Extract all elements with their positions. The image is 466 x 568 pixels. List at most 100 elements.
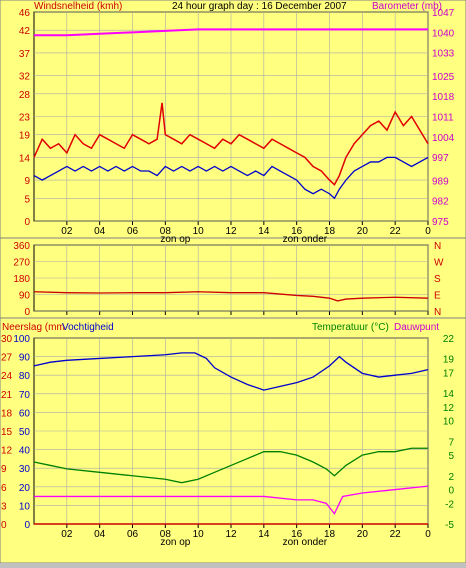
dewpoint-line bbox=[34, 485, 429, 515]
compass-label: S bbox=[434, 274, 441, 285]
rain-label: Neerslag (mm bbox=[2, 322, 65, 333]
barometer-axis-label: 982 bbox=[432, 197, 449, 208]
barometer-axis-label: 1018 bbox=[432, 92, 455, 103]
x-tick-label: 14 bbox=[258, 529, 270, 540]
x-tick-label: 06 bbox=[127, 226, 139, 237]
x-tick-label: 08 bbox=[160, 226, 172, 237]
rain-axis-label: 30 bbox=[1, 334, 13, 345]
humidity-axis-label: 60 bbox=[19, 408, 31, 419]
rain-axis-label: 15 bbox=[1, 427, 13, 438]
x-tick-label: 16 bbox=[291, 226, 303, 237]
humidity-axis-label: 20 bbox=[19, 483, 31, 494]
sunset-label: zon onder bbox=[283, 537, 328, 548]
wind-axis-label: 14 bbox=[19, 153, 31, 164]
humidity-axis-label: 0 bbox=[24, 520, 30, 531]
barometer-axis-label: 1047 bbox=[432, 8, 455, 19]
wind-axis-label: 9 bbox=[24, 176, 30, 187]
x-tick-label: 10 bbox=[193, 529, 205, 540]
x-tick-label: 22 bbox=[390, 226, 402, 237]
x-tick-label: 04 bbox=[94, 226, 106, 237]
humidity-axis-label: 30 bbox=[19, 464, 31, 475]
direction-axis-label: 360 bbox=[13, 241, 30, 252]
wind-gust-line bbox=[33, 102, 429, 186]
rain-axis-label: 27 bbox=[1, 353, 13, 364]
x-tick-label: 02 bbox=[61, 529, 73, 540]
temperature-axis-label: 10 bbox=[443, 417, 455, 428]
rain-axis-label: 12 bbox=[1, 446, 13, 457]
temperature-axis-label: 12 bbox=[443, 403, 455, 414]
x-tick-label: 10 bbox=[193, 226, 205, 237]
x-tick-label: 18 bbox=[324, 529, 336, 540]
right-title: Barometer (mb) bbox=[372, 1, 442, 12]
temperature-axis-label: 2 bbox=[448, 472, 454, 483]
rain-axis-label: 9 bbox=[1, 464, 7, 475]
direction-axis-label: 0 bbox=[24, 307, 30, 318]
wind-axis-label: 46 bbox=[19, 8, 31, 19]
temperature-axis-label: 0 bbox=[448, 486, 454, 497]
barometer-axis-label: 997 bbox=[432, 153, 449, 164]
wind-axis-label: 23 bbox=[19, 113, 31, 124]
wind-axis-label: 28 bbox=[19, 90, 31, 101]
wind-axis-label: 37 bbox=[19, 49, 31, 60]
x-tick-label: 12 bbox=[225, 226, 237, 237]
rain-axis-label: 21 bbox=[1, 390, 13, 401]
rain-axis-label: 0 bbox=[1, 520, 7, 531]
x-tick-label: 14 bbox=[258, 226, 270, 237]
x-tick-label: 0 bbox=[425, 226, 431, 237]
temperature-axis-label: 17 bbox=[443, 368, 455, 379]
temperature-axis-label: 22 bbox=[443, 334, 455, 345]
humidity-axis-label: 50 bbox=[19, 427, 31, 438]
wind-average-line bbox=[33, 156, 429, 200]
wind-axis-label: 32 bbox=[19, 72, 31, 83]
humidity-line bbox=[33, 352, 429, 391]
direction-axis-label: 180 bbox=[13, 274, 30, 285]
direction-axis-label: 270 bbox=[13, 258, 30, 269]
center-title: 24 hour graph day : 16 December 2007 bbox=[172, 1, 347, 12]
direction-axis-label: 90 bbox=[19, 291, 31, 302]
compass-label: E bbox=[434, 291, 441, 302]
temperature-label: Temperatuur (°C) bbox=[312, 322, 389, 333]
humidity-axis-label: 70 bbox=[19, 390, 31, 401]
sunrise-label: zon op bbox=[160, 234, 190, 245]
humidity-axis-label: 10 bbox=[19, 501, 31, 512]
x-tick-label: 08 bbox=[160, 529, 172, 540]
barometer-axis-label: 1011 bbox=[432, 113, 454, 124]
temperature-axis-label: -5 bbox=[445, 520, 454, 531]
wind-axis-label: 0 bbox=[24, 217, 30, 228]
barometer-axis-label: 1040 bbox=[432, 28, 455, 39]
x-tick-label: 06 bbox=[127, 529, 139, 540]
barometer-axis-label: 1025 bbox=[432, 72, 455, 83]
rain-axis-label: 6 bbox=[1, 483, 7, 494]
humidity-axis-label: 40 bbox=[19, 446, 31, 457]
x-tick-label: 0 bbox=[425, 529, 431, 540]
compass-label: W bbox=[434, 258, 444, 269]
x-tick-label: 16 bbox=[291, 529, 303, 540]
temperature-axis-label: 14 bbox=[443, 389, 455, 400]
barometer-axis-label: 1004 bbox=[432, 133, 455, 144]
barometer-axis-label: 1033 bbox=[432, 49, 455, 60]
x-tick-label: 04 bbox=[94, 529, 106, 540]
sunset-label: zon onder bbox=[283, 234, 328, 245]
sunrise-label: zon op bbox=[160, 537, 190, 548]
x-tick-label: 20 bbox=[357, 529, 369, 540]
barometer-axis-label: 975 bbox=[432, 217, 449, 228]
wind-axis-label: 19 bbox=[19, 131, 31, 142]
rain-axis-label: 3 bbox=[1, 501, 7, 512]
temperature-axis-label: 7 bbox=[448, 437, 454, 448]
x-tick-label: 22 bbox=[390, 529, 402, 540]
barometer-axis-label: 989 bbox=[432, 176, 449, 187]
barometer-line bbox=[34, 28, 428, 37]
x-tick-label: 20 bbox=[357, 226, 369, 237]
compass-label: N bbox=[434, 307, 441, 318]
dewpoint-label: Dauwpunt bbox=[394, 322, 439, 333]
compass-label: N bbox=[434, 241, 441, 252]
x-tick-label: 12 bbox=[225, 529, 237, 540]
humidity-axis-label: 90 bbox=[19, 353, 31, 364]
temperature-axis-label: 19 bbox=[443, 355, 455, 366]
x-tick-label: 18 bbox=[324, 226, 336, 237]
wind-direction-line bbox=[33, 291, 429, 302]
wind-axis-label: 42 bbox=[19, 26, 31, 37]
x-tick-label: 02 bbox=[61, 226, 73, 237]
temperature-axis-label: -2 bbox=[445, 499, 454, 510]
